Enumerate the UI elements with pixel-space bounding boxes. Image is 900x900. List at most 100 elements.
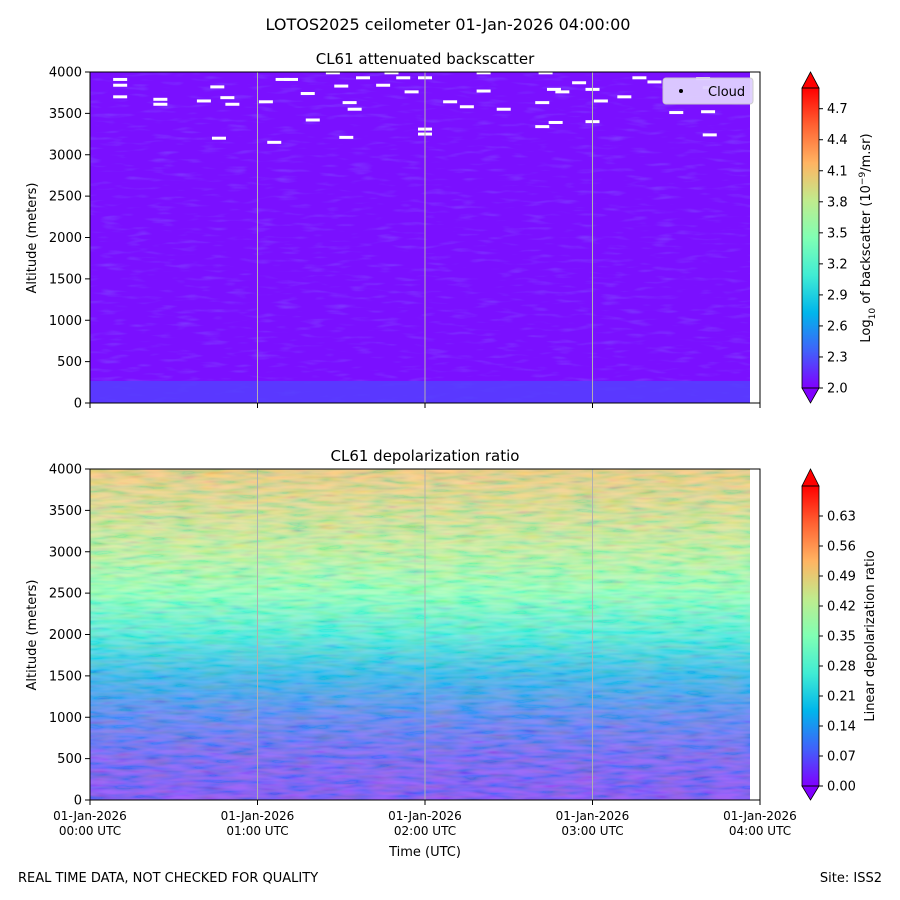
depolarization-texture <box>90 469 750 800</box>
y-tick-label: 500 <box>57 355 82 370</box>
cloud-point <box>384 72 399 75</box>
cloud-point <box>396 76 411 80</box>
x-tick-date: 01-Jan-2026 <box>723 809 797 823</box>
y-tick-label: 1500 <box>49 669 82 684</box>
legend-box <box>662 77 754 105</box>
colorbar-tick-label: 4.7 <box>827 102 848 117</box>
y-tick-label: 3500 <box>49 504 82 519</box>
cloud-point <box>535 125 550 129</box>
colorbar-tick-label: 0.00 <box>827 780 856 795</box>
quality-disclaimer: REAL TIME DATA, NOT CHECKED FOR QUALITY <box>18 871 318 886</box>
cloud-point <box>701 110 716 114</box>
cloud-point <box>113 95 128 99</box>
backscatter-colorbar-body <box>802 88 819 388</box>
cloud-point <box>538 72 553 75</box>
cloud-point <box>113 77 128 81</box>
colorbar-tick-label: 0.63 <box>827 510 856 525</box>
backscatter-near-surface <box>90 381 750 403</box>
colorbar-tick-label: 0.28 <box>827 660 856 675</box>
x-tick-time: 00:00 UTC <box>59 824 121 838</box>
depolarization-title: CL61 depolarization ratio <box>331 447 520 465</box>
cloud-point <box>572 81 587 85</box>
cloud-point <box>593 99 608 103</box>
cloud-point <box>404 90 419 94</box>
depolarization-colorbar-body <box>802 486 819 786</box>
cloud-point <box>113 83 128 87</box>
cloud-legend: Cloud <box>662 77 754 105</box>
cloud-point <box>476 89 491 93</box>
depolarization-gridlines <box>257 469 593 800</box>
colorbar-tick-label: 3.2 <box>827 257 848 272</box>
y-tick-label: 2000 <box>49 628 82 643</box>
colorbar-tick-label: 0.21 <box>827 690 856 705</box>
cloud-point <box>376 83 391 87</box>
cloud-point <box>210 85 225 89</box>
cloud-point <box>220 96 235 100</box>
cloud-point <box>325 72 340 75</box>
depolarization-colorbar-ticks: 0.00 0.07 0.14 0.21 0.28 0.35 0.42 0.49 0.56 0.63 <box>819 510 856 795</box>
cloud-point <box>339 135 354 139</box>
cloud-point <box>535 101 550 105</box>
x-tick-time: 02:00 UTC <box>394 824 456 838</box>
cloud-point <box>300 92 315 96</box>
y-tick-label: 3500 <box>49 107 82 122</box>
site-label: Site: ISS2 <box>820 871 882 886</box>
cloud-point <box>284 77 298 81</box>
depolarization-panel: CL61 depolarization ratio 0 500 1000 1500 20… <box>25 447 878 860</box>
x-tick-date: 01-Jan-2026 <box>556 809 630 823</box>
cloud-point <box>632 76 647 80</box>
cloud-point <box>702 133 717 137</box>
cloud-point <box>153 102 168 106</box>
y-tick-label: 2000 <box>49 231 82 246</box>
backscatter-texture <box>90 72 750 403</box>
colorbar-tick-label: 0.42 <box>827 600 856 615</box>
y-tick-label: 2500 <box>49 190 82 205</box>
cloud-point <box>555 90 570 94</box>
backscatter-gridlines <box>257 72 593 403</box>
x-tick-date: 01-Jan-2026 <box>388 809 462 823</box>
x-tick-time: 04:00 UTC <box>729 824 791 838</box>
cloud-point <box>347 107 362 111</box>
colorbar-tick-label: 4.1 <box>827 164 848 179</box>
cloud-point <box>459 105 474 109</box>
cloud-point <box>356 76 371 80</box>
backscatter-missing-edge <box>750 72 760 403</box>
colorbar-max-extension <box>801 71 820 89</box>
cloud-point <box>647 80 662 84</box>
backscatter-y-label: Altitude (meters) <box>25 183 40 294</box>
depolarization-colorbar: 0.00 0.07 0.14 0.21 0.28 0.35 0.42 0.49 0.56 0.63… <box>801 468 878 801</box>
y-tick-label: 3000 <box>49 148 82 163</box>
colorbar-min-extension <box>801 785 820 801</box>
colorbar-tick-label: 3.5 <box>827 226 848 241</box>
backscatter-colorbar: 2.0 2.3 2.6 2.9 3.2 3.5 3.8 4.1 4.4 4.7 Log10 of … <box>801 71 878 404</box>
depolarization-x-label: Time (UTC) <box>388 845 461 860</box>
colorbar-tick-label: 0.14 <box>827 720 856 735</box>
colorbar-tick-label: 2.9 <box>827 288 848 303</box>
colorbar-tick-label: 0.07 <box>827 750 856 765</box>
cloud-point <box>496 107 511 111</box>
backscatter-colorbar-label: Log10 of backscatter (10−9/m.sr) <box>858 133 878 342</box>
backscatter-colorbar-ticks: 2.0 2.3 2.6 2.9 3.2 3.5 3.8 4.1 4.4 4.7 <box>819 102 848 397</box>
cloud-point <box>476 72 491 75</box>
figure-title: LOTOS2025 ceilometer 01-Jan-2026 04:00:0… <box>266 15 631 34</box>
cloud-point <box>267 140 282 144</box>
y-tick-label: 1000 <box>49 314 82 329</box>
y-tick-label: 500 <box>57 752 82 767</box>
backscatter-panel: CL61 attenuated backscatter 0 500 1000 1500… <box>25 50 878 412</box>
colorbar-tick-label: 2.0 <box>827 382 848 397</box>
colorbar-tick-label: 2.3 <box>827 350 848 365</box>
depolarization-colorbar-label: Linear depolarization ratio <box>863 550 878 721</box>
y-tick-label: 4000 <box>49 66 82 81</box>
colorbar-tick-label: 0.35 <box>827 630 856 645</box>
cloud-point <box>196 99 211 103</box>
colorbar-tick-label: 3.8 <box>827 195 848 210</box>
x-tick-date: 01-Jan-2026 <box>221 809 295 823</box>
backscatter-x-ticks <box>89 403 761 408</box>
cloud-point <box>443 100 458 104</box>
cloud-point <box>225 102 240 106</box>
colorbar-tick-label: 0.56 <box>827 540 856 555</box>
legend-marker-icon <box>679 89 683 93</box>
cloud-point <box>548 120 563 124</box>
colorbar-tick-label: 4.4 <box>827 133 848 148</box>
